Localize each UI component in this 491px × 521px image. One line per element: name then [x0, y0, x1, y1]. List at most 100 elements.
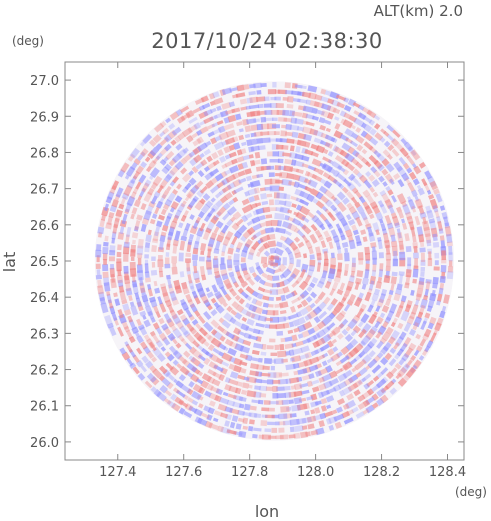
echo-cell	[147, 288, 154, 297]
echo-cell	[396, 283, 403, 291]
echo-cell	[342, 197, 350, 205]
echo-cell	[354, 152, 365, 161]
echo-cell	[347, 374, 359, 384]
echo-cell	[255, 96, 266, 102]
echo-cell	[336, 191, 346, 201]
echo-cell	[268, 296, 274, 302]
echo-cell	[420, 320, 427, 331]
echo-cell	[175, 389, 186, 398]
echo-cell	[244, 168, 252, 175]
echo-cell	[240, 262, 248, 272]
echo-cell	[173, 378, 179, 384]
echo-cell	[186, 261, 191, 272]
echo-cell	[418, 161, 426, 169]
echo-cell	[154, 287, 161, 294]
echo-cell	[329, 204, 338, 212]
echo-cell	[136, 151, 146, 162]
echo-cell	[379, 337, 387, 345]
echo-cell	[419, 247, 426, 253]
echo-cell	[244, 133, 251, 139]
echo-cell	[325, 365, 333, 373]
echo-cell	[120, 162, 130, 173]
echo-cell	[165, 252, 170, 257]
echo-cell	[260, 123, 270, 130]
echo-cell	[130, 305, 139, 316]
echo-cell	[355, 161, 363, 169]
echo-cell	[262, 206, 271, 213]
echo-cell	[188, 279, 195, 290]
echo-cell	[276, 400, 284, 405]
echo-cell	[253, 274, 262, 283]
echo-cell	[394, 336, 404, 347]
echo-cell	[278, 186, 284, 192]
echo-cell	[260, 83, 267, 88]
echo-cell	[346, 181, 356, 191]
echo-cell	[425, 281, 431, 291]
echo-cell	[246, 390, 257, 398]
echo-cell	[251, 399, 261, 404]
echo-cell	[335, 360, 343, 367]
echo-cell	[277, 89, 287, 95]
echo-cell	[248, 426, 254, 432]
echo-cell	[385, 245, 391, 255]
radar-echo-field	[94, 81, 455, 441]
echo-cell	[148, 159, 157, 169]
echo-cell	[164, 299, 172, 308]
echo-cell	[216, 234, 225, 243]
echo-cell	[228, 385, 239, 394]
echo-cell	[386, 134, 396, 143]
echo-cell	[300, 307, 309, 316]
echo-cell	[247, 187, 258, 196]
echo-cell	[307, 85, 318, 93]
echo-cell	[200, 242, 207, 251]
echo-cell	[343, 270, 349, 277]
echo-cell	[337, 323, 345, 331]
echo-cell	[305, 296, 313, 303]
echo-cell	[320, 397, 328, 405]
echo-cell	[304, 410, 310, 416]
echo-cell	[225, 129, 236, 138]
echo-cell	[336, 172, 347, 182]
echo-cell	[275, 241, 283, 248]
echo-cell	[426, 340, 434, 349]
echo-cell	[196, 129, 203, 136]
echo-cell	[413, 316, 423, 328]
echo-cell	[144, 156, 151, 163]
echo-cell	[331, 338, 338, 344]
echo-cell	[241, 389, 248, 396]
echo-cell	[200, 250, 205, 256]
echo-cell	[361, 148, 368, 155]
echo-cell	[130, 213, 135, 220]
echo-cell	[279, 171, 288, 179]
echo-cell	[149, 296, 156, 303]
echo-cell	[260, 158, 268, 165]
echo-cell	[418, 355, 425, 361]
echo-cell	[240, 290, 249, 299]
echo-cell	[358, 350, 366, 358]
echo-cell	[249, 96, 259, 104]
echo-cell	[252, 328, 261, 335]
echo-cell	[375, 305, 381, 313]
echo-cell	[107, 299, 114, 309]
echo-cell	[190, 356, 201, 367]
echo-cell	[206, 221, 215, 232]
echo-cell	[392, 258, 398, 267]
echo-cell	[219, 110, 229, 118]
echo-cell	[394, 353, 401, 360]
echo-cell	[141, 294, 149, 303]
echo-cell	[357, 394, 366, 402]
echo-cell	[420, 252, 426, 262]
y-tick-label: 26.4	[30, 291, 59, 306]
echo-cell	[356, 172, 364, 180]
echo-cell	[99, 218, 106, 228]
echo-cell	[325, 127, 331, 133]
echo-cell	[396, 305, 404, 314]
echo-cell	[263, 288, 273, 294]
echo-cell	[328, 312, 336, 320]
echo-cell	[102, 264, 109, 272]
echo-cell	[314, 229, 323, 239]
echo-cell	[188, 233, 194, 240]
echo-cell	[220, 412, 229, 419]
echo-cell	[174, 396, 185, 406]
y-tick-label: 26.0	[30, 436, 59, 451]
